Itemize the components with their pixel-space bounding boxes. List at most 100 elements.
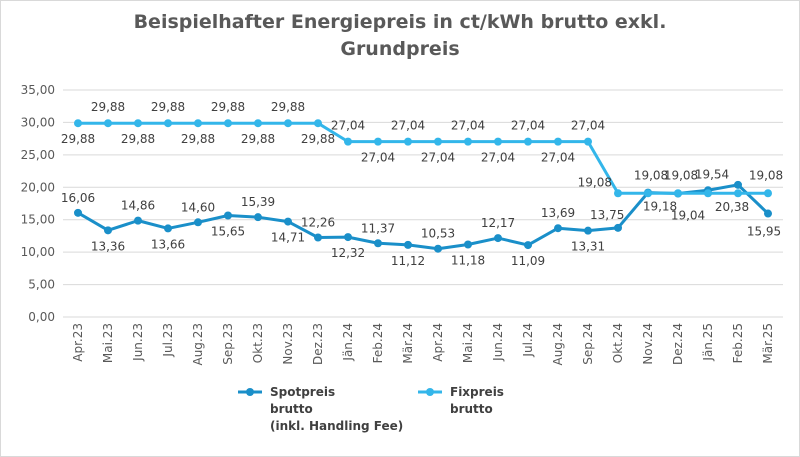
data-point-0: [584, 226, 592, 235]
data-point-1: [584, 137, 592, 146]
data-point-1: [764, 189, 772, 198]
data-label: 19,08: [634, 168, 668, 182]
data-point-1: [704, 189, 712, 198]
chart-title-line-1: Beispielhafter Energiepreis in ct/kWh br…: [133, 11, 667, 33]
data-point-0: [554, 224, 562, 233]
data-label: 27,04: [331, 119, 365, 133]
data-point-0: [494, 234, 502, 243]
data-label: 11,37: [361, 221, 395, 235]
data-label: 11,09: [511, 254, 545, 268]
data-point-0: [224, 211, 232, 220]
x-tick-label: Nov.23: [281, 323, 295, 365]
data-point-1: [104, 119, 112, 128]
y-tick-label: 10,00: [21, 245, 55, 259]
x-tick-label: Dez.23: [311, 323, 325, 365]
x-tick-label: Aug.24: [551, 323, 565, 366]
x-axis: Apr.23 Mai.23 Jun.23 Jul.23 Aug.23 Sep.23 Okt.…: [71, 323, 775, 366]
legend-label: (inkl. Handling Fee): [270, 419, 403, 433]
data-point-1: [614, 189, 622, 198]
data-label: 27,04: [511, 119, 545, 133]
data-label: 19,08: [664, 168, 698, 182]
data-label: 11,12: [391, 254, 425, 268]
chart-title-line-2: Grundpreis: [340, 38, 460, 60]
data-label: 14,60: [181, 200, 215, 214]
x-tick-label: Jun.23: [131, 323, 145, 362]
data-label: 29,88: [61, 132, 95, 146]
data-point-0: [524, 241, 532, 250]
data-point-0: [614, 223, 622, 232]
data-label: 29,88: [301, 132, 335, 146]
data-label: 27,04: [481, 151, 515, 165]
series-group: [74, 119, 772, 253]
data-label: 13,31: [571, 240, 605, 254]
data-point-1: [314, 119, 322, 128]
data-point-1: [404, 137, 412, 146]
data-label: 14,86: [121, 199, 155, 213]
data-point-0: [104, 226, 112, 235]
x-tick-label: Jän.24: [341, 323, 355, 362]
data-point-1: [284, 119, 292, 128]
data-label: 19,54: [695, 167, 729, 181]
data-point-0: [254, 213, 262, 222]
data-label: 29,88: [181, 132, 215, 146]
data-label: 29,88: [211, 100, 245, 114]
data-point-0: [194, 218, 202, 227]
data-label: 13,36: [91, 239, 125, 253]
data-label: 29,88: [271, 100, 305, 114]
data-point-1: [734, 189, 742, 198]
data-label: 15,65: [211, 224, 245, 238]
data-point-1: [164, 119, 172, 128]
y-tick-label: 25,00: [21, 148, 55, 162]
data-label: 27,04: [421, 151, 455, 165]
data-point-1: [494, 137, 502, 146]
data-label: 27,04: [361, 151, 395, 165]
data-point-0: [134, 216, 142, 225]
data-label: 19,08: [578, 175, 612, 189]
legend-swatch-marker-0: [246, 388, 254, 396]
data-point-0: [464, 240, 472, 249]
legend: Spotpreis brutto (inkl. Handling Fee) Fixpr…: [238, 385, 504, 433]
data-point-0: [404, 240, 412, 249]
grid-lines: [63, 89, 783, 318]
series-line-1: [78, 121, 768, 195]
y-tick-label: 35,00: [21, 83, 55, 97]
x-tick-label: Aug.23: [191, 323, 205, 366]
data-label: 27,04: [451, 119, 485, 133]
data-label: 16,06: [61, 191, 95, 205]
data-point-1: [464, 137, 472, 146]
data-point-0: [164, 224, 172, 233]
data-label: 29,88: [91, 100, 125, 114]
x-tick-label: Feb.25: [731, 323, 745, 363]
chart-title: Beispielhafter Energiepreis in ct/kWh br…: [1, 9, 799, 63]
legend-label: brutto: [450, 402, 493, 416]
legend-swatch-marker-1: [426, 388, 434, 396]
data-point-1: [74, 119, 82, 128]
x-tick-label: Okt.24: [611, 323, 625, 363]
x-tick-label: Jun.24: [491, 323, 505, 362]
data-point-1: [674, 189, 682, 198]
data-point-0: [434, 244, 442, 253]
x-tick-label: Mai.23: [101, 323, 115, 363]
x-tick-label: Sep.23: [221, 323, 235, 365]
data-label: 27,04: [541, 151, 575, 165]
data-label: 19,18: [643, 200, 677, 214]
data-point-1: [194, 119, 202, 128]
data-point-1: [224, 119, 232, 128]
x-tick-label: Jul.24: [521, 323, 535, 358]
data-label: 14,71: [271, 231, 305, 245]
x-tick-label: Feb.24: [371, 323, 385, 363]
data-point-0: [314, 233, 322, 242]
legend-label: Fixpreis: [450, 385, 504, 399]
data-point-1: [374, 137, 382, 146]
x-tick-label: Mär.25: [761, 323, 775, 364]
data-point-0: [344, 233, 352, 242]
data-label: 29,88: [121, 132, 155, 146]
data-label: 29,88: [151, 100, 185, 114]
legend-label: brutto: [270, 402, 313, 416]
data-label: 15,39: [241, 195, 275, 209]
x-tick-label: Apr.24: [431, 323, 445, 362]
x-tick-label: Mai.24: [461, 323, 475, 363]
x-tick-label: Mär.24: [401, 323, 415, 364]
data-label: 13,75: [590, 208, 624, 222]
data-label: 27,04: [571, 119, 605, 133]
